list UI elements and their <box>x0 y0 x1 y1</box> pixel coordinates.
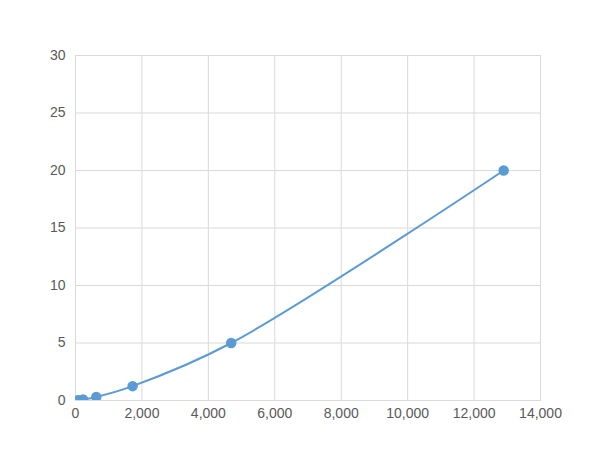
svg-text:10: 10 <box>50 277 66 293</box>
svg-text:15: 15 <box>50 219 66 235</box>
svg-text:12,000: 12,000 <box>453 405 496 421</box>
svg-text:10,000: 10,000 <box>386 405 429 421</box>
svg-text:25: 25 <box>50 104 66 120</box>
svg-text:0: 0 <box>72 405 80 421</box>
svg-text:5: 5 <box>58 334 66 350</box>
svg-text:14,000: 14,000 <box>519 405 562 421</box>
svg-text:4,000: 4,000 <box>191 405 226 421</box>
svg-text:30: 30 <box>50 47 66 63</box>
svg-text:20: 20 <box>50 162 66 178</box>
svg-text:2,000: 2,000 <box>124 405 159 421</box>
svg-text:6,000: 6,000 <box>257 405 292 421</box>
svg-text:8,000: 8,000 <box>324 405 359 421</box>
svg-text:0: 0 <box>58 392 66 408</box>
